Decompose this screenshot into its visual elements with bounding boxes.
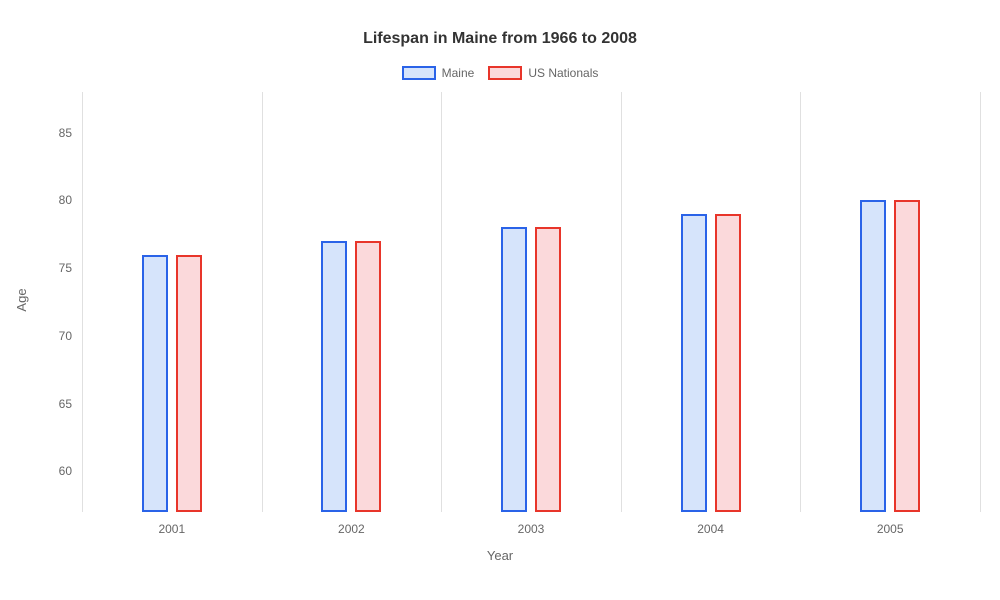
gridline-v — [980, 92, 981, 512]
x-tick-label: 2001 — [158, 512, 185, 536]
bar-maine[interactable] — [142, 255, 168, 512]
gridline-v — [82, 92, 83, 512]
y-tick-label: 70 — [59, 329, 82, 343]
legend: Maine US Nationals — [20, 66, 980, 80]
y-tick-label: 80 — [59, 193, 82, 207]
x-tick-label: 2005 — [877, 512, 904, 536]
legend-swatch-maine — [402, 66, 436, 80]
bar-maine[interactable] — [321, 241, 347, 512]
chart-container: Lifespan in Maine from 1966 to 2008 Main… — [0, 0, 1000, 600]
chart-title: Lifespan in Maine from 1966 to 2008 — [20, 30, 980, 48]
y-axis-label: Age — [14, 288, 29, 311]
legend-label-maine: Maine — [442, 66, 475, 80]
bar-maine[interactable] — [681, 214, 707, 512]
bar-us-nationals[interactable] — [894, 200, 920, 512]
legend-item-us[interactable]: US Nationals — [488, 66, 598, 80]
legend-label-us: US Nationals — [528, 66, 598, 80]
plot-wrapper: 60657075808520012002200320042005 — [82, 92, 960, 512]
gridline-v — [800, 92, 801, 512]
bar-us-nationals[interactable] — [176, 255, 202, 512]
bar-us-nationals[interactable] — [535, 227, 561, 512]
y-tick-label: 85 — [59, 126, 82, 140]
bar-maine[interactable] — [501, 227, 527, 512]
y-tick-label: 75 — [59, 261, 82, 275]
gridline-v — [621, 92, 622, 512]
plot-area: 60657075808520012002200320042005 — [82, 92, 960, 512]
legend-swatch-us — [488, 66, 522, 80]
x-tick-label: 2004 — [697, 512, 724, 536]
x-axis-label: Year — [20, 548, 980, 563]
bar-us-nationals[interactable] — [355, 241, 381, 512]
bar-us-nationals[interactable] — [715, 214, 741, 512]
legend-item-maine[interactable]: Maine — [402, 66, 475, 80]
gridline-v — [262, 92, 263, 512]
y-tick-label: 65 — [59, 397, 82, 411]
gridline-v — [441, 92, 442, 512]
x-tick-label: 2003 — [518, 512, 545, 536]
y-tick-label: 60 — [59, 464, 82, 478]
bar-maine[interactable] — [860, 200, 886, 512]
x-tick-label: 2002 — [338, 512, 365, 536]
